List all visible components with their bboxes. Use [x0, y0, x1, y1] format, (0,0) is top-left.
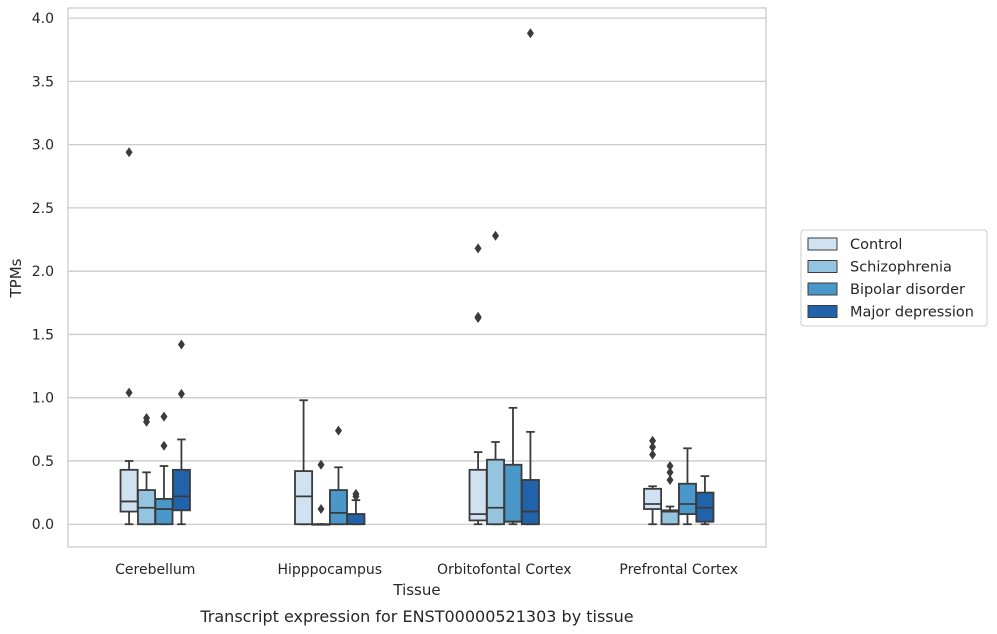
- box-bipolar-disorder: [329, 425, 348, 526]
- outlier-point: [526, 28, 534, 39]
- outlier-point: [492, 230, 500, 241]
- box-control: [119, 147, 139, 526]
- outlier-point: [649, 435, 657, 446]
- y-tick-label: 0.5: [32, 454, 54, 470]
- y-tick-labels: 0.0 0.5 1.0 1.5 2.0 2.5 3.0 3.5 4.0: [32, 11, 54, 533]
- outlier-point: [160, 411, 168, 422]
- x-tick-labels: Cerebellum Hipppocampus Orbitofontal Corte…: [115, 562, 738, 578]
- iqr-box: [486, 458, 505, 526]
- outlier-point: [666, 474, 674, 485]
- iqr-box: [294, 470, 314, 526]
- iqr-box: [643, 487, 663, 510]
- outlier-point: [177, 339, 185, 350]
- iqr-box: [660, 509, 680, 526]
- box-series: [119, 28, 715, 526]
- iqr-box: [346, 513, 366, 526]
- x-tick-label: Orbitofontal Cortex: [437, 562, 572, 578]
- legend-label: Major depression: [850, 305, 974, 321]
- x-tick-label: Prefrontal Cortex: [619, 562, 738, 578]
- outlier-point: [666, 461, 674, 472]
- iqr-box: [678, 482, 697, 516]
- chart-caption: Transcript expression for ENST0000052130…: [199, 607, 633, 626]
- y-axis-label: TPMs: [7, 258, 25, 298]
- y-tick-label: 2.5: [32, 201, 54, 217]
- iqr-box: [154, 498, 174, 526]
- box-major-depression: [520, 28, 540, 526]
- outlier-point: [160, 440, 168, 451]
- box-major-depression: [695, 475, 715, 526]
- outlier-point: [474, 311, 482, 322]
- legend-swatch: [807, 237, 838, 251]
- iqr-box: [171, 468, 191, 512]
- outlier-point: [666, 467, 674, 478]
- plot-frame: [67, 7, 767, 548]
- legend-label: Control: [850, 237, 902, 253]
- outlier-point: [317, 459, 325, 470]
- y-tick-label: 2.0: [32, 264, 54, 280]
- legend-swatch: [807, 260, 838, 273]
- x-tick-label: Cerebellum: [115, 562, 195, 578]
- iqr-box: [468, 468, 488, 522]
- outlier-point: [334, 425, 342, 436]
- y-tick-label: 3.5: [32, 74, 54, 90]
- x-tick-label: Hipppocampus: [277, 562, 382, 578]
- box-bipolar-disorder: [678, 447, 697, 526]
- outlier-point: [352, 488, 360, 499]
- outlier-point: [317, 504, 325, 515]
- x-axis-label: Tissue: [392, 581, 440, 599]
- box-bipolar-disorder: [154, 411, 174, 526]
- outlier-point: [125, 147, 133, 158]
- legend-frame: [800, 229, 988, 327]
- box-major-depression: [346, 488, 366, 526]
- iqr-box: [520, 479, 540, 526]
- legend-label: Bipolar disorder: [850, 282, 965, 298]
- outlier-point: [143, 412, 151, 423]
- outlier-point: [649, 449, 657, 460]
- iqr-box: [503, 463, 523, 523]
- iqr-box: [119, 468, 139, 513]
- iqr-box: [329, 489, 348, 526]
- legend-label: Schizophrenia: [850, 260, 952, 276]
- box-schizophrenia: [137, 412, 156, 526]
- box-control: [294, 399, 314, 526]
- box-schizophrenia: [311, 459, 331, 526]
- y-tick-label: 0.0: [32, 517, 54, 533]
- grid-lines: [68, 17, 766, 525]
- y-tick-label: 4.0: [32, 11, 54, 27]
- legend-swatch: [807, 305, 838, 318]
- box-bipolar-disorder: [503, 406, 523, 526]
- outlier-point: [177, 388, 185, 399]
- outlier-point: [125, 387, 133, 398]
- outlier-point: [474, 243, 482, 254]
- y-tick-label: 1.0: [32, 391, 54, 407]
- y-tick-label: 1.5: [32, 327, 54, 343]
- box-major-depression: [171, 339, 191, 526]
- plot-area: [68, 8, 766, 547]
- legend-swatch: [807, 282, 838, 296]
- outlier-point: [649, 442, 657, 453]
- y-tick-label: 3.0: [32, 138, 54, 154]
- legend: Control Schizophrenia Bipolar disorder Majo…: [800, 229, 988, 327]
- box-control: [643, 435, 663, 526]
- box-schizophrenia: [660, 461, 680, 526]
